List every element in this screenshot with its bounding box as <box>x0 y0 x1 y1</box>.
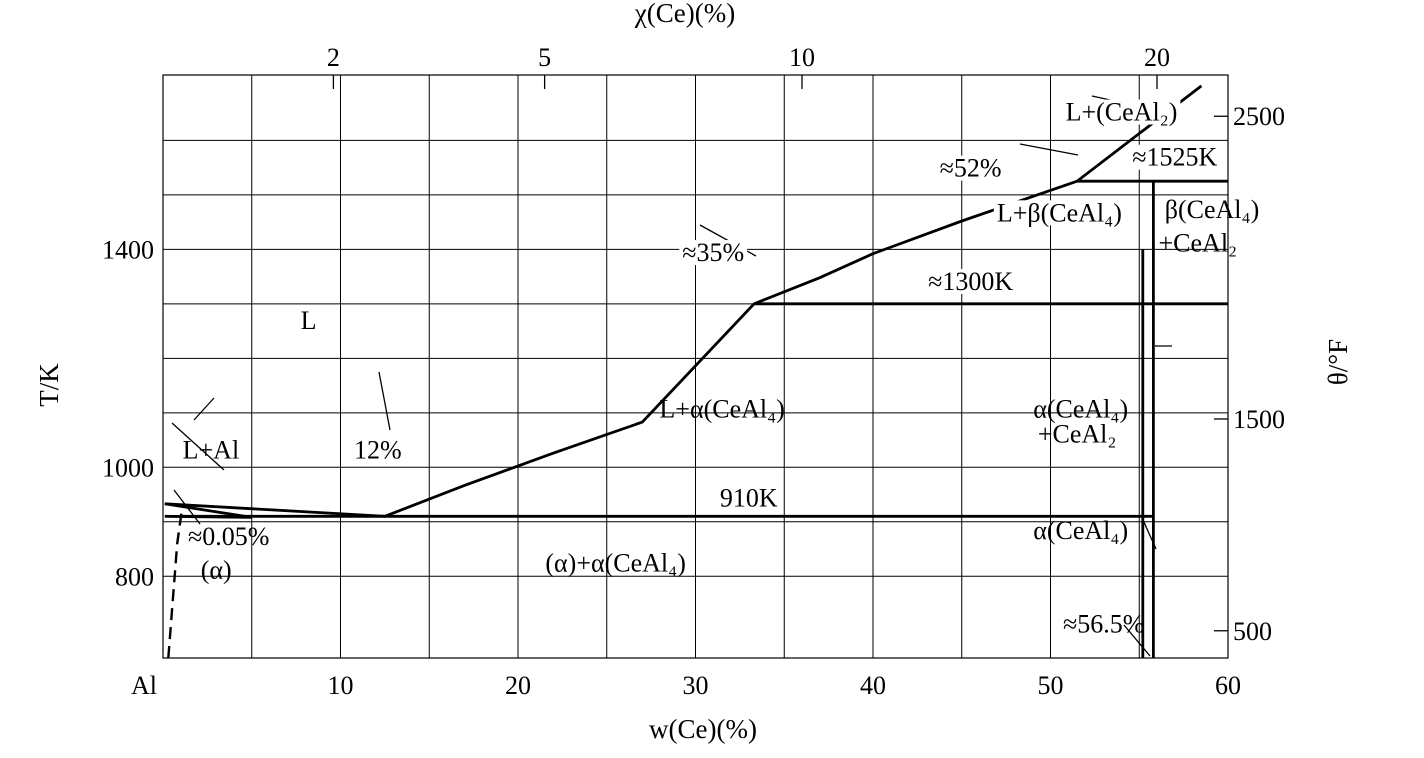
y-tick-label: 1400 <box>102 235 154 264</box>
right-tick-label: 2500 <box>1233 102 1285 131</box>
label-background <box>1129 144 1221 170</box>
top-axis-title: χ(Ce)(%) <box>634 0 735 28</box>
x-tick-label: 50 <box>1038 671 1064 700</box>
label-leader-line <box>1019 143 1079 156</box>
top-tick-label: 20 <box>1144 43 1170 72</box>
region-label: L+(CeAl₂) <box>1066 98 1178 127</box>
label-leader-line <box>171 422 225 471</box>
region-label: L+α(CeAl₄) <box>659 394 784 423</box>
region-label: ≈1525K <box>1132 143 1217 172</box>
x-tick-label: 30 <box>683 671 709 700</box>
region-label: L+Al <box>183 435 240 464</box>
phase-boundary-line <box>1076 84 1203 183</box>
phase-boundary-line <box>384 179 1078 518</box>
right-axis-title: θ/°F <box>1323 339 1353 385</box>
region-label: L <box>301 306 317 335</box>
region-label: ≈1300K <box>928 267 1013 296</box>
region-label: 12% <box>354 435 402 464</box>
x-tick-label: 20 <box>505 671 531 700</box>
right-tick-label: 1500 <box>1233 405 1285 434</box>
phase-boundary-layer <box>164 84 1228 659</box>
label-background <box>679 240 748 266</box>
label-background <box>936 155 1005 181</box>
label-background <box>1062 99 1181 125</box>
label-leader-line <box>378 371 391 431</box>
x-tick-label: 10 <box>328 671 354 700</box>
top-tick-label: 5 <box>538 43 551 72</box>
plot-frame <box>162 74 1229 659</box>
region-label: ≈56.5% <box>1063 610 1144 639</box>
label-leader-line <box>1142 519 1157 550</box>
region-label: α(CeAl₄) <box>1033 394 1128 423</box>
region-label: β(CeAl₄) <box>1165 195 1260 224</box>
region-label: α(CeAl₄) <box>1033 516 1128 545</box>
label-leader-line <box>1123 624 1151 657</box>
bottom-axis-title: w(Ce)(%) <box>649 714 757 744</box>
right-tick-label: 500 <box>1233 617 1272 646</box>
x-tick-label: 60 <box>1215 671 1241 700</box>
label-background <box>993 200 1125 226</box>
region-label-layer: L L+Al 12% L+α(CeAl₄) 910K ≈0.05% (α) (α)+α(CeA… <box>183 98 1260 639</box>
tick-layer: Al 10 20 30 40 50 60 800 1000 1400 2 5 10 20 500 1500 25… <box>102 43 1285 700</box>
region-label: (α) <box>201 556 232 585</box>
x-tick-label: Al <box>131 671 157 700</box>
y-tick-label: 800 <box>115 562 154 591</box>
label-leader-line <box>173 489 201 525</box>
region-label: +CeAl₂ <box>1159 228 1238 257</box>
phase-boundary-line <box>164 502 385 518</box>
top-tick-label: 10 <box>789 43 815 72</box>
left-axis-title: T/K <box>34 363 64 407</box>
region-label: L+β(CeAl₄) <box>997 198 1122 227</box>
label-leader-line <box>193 397 215 421</box>
x-tick-label: 40 <box>860 671 886 700</box>
region-label: 910K <box>720 483 778 512</box>
region-label: (α)+α(CeAl₄) <box>545 549 686 578</box>
label-background <box>925 268 1017 294</box>
region-label: ≈52% <box>940 154 1002 183</box>
top-tick-label: 2 <box>327 43 340 72</box>
region-label: +CeAl₂ <box>1038 420 1117 449</box>
solvus-dashed-line <box>167 505 184 659</box>
y-tick-label: 1000 <box>102 453 154 482</box>
region-label: ≈0.05% <box>188 522 269 551</box>
region-label: ≈35% <box>682 238 744 267</box>
